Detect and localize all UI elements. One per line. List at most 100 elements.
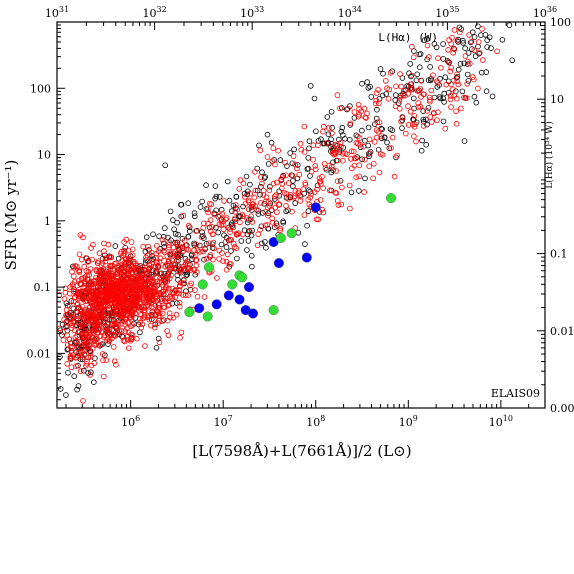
data-point (407, 81, 414, 88)
data-point (96, 342, 102, 349)
data-point (190, 266, 197, 273)
data-point (420, 108, 427, 114)
data-point (221, 232, 227, 239)
data-point (201, 256, 207, 263)
data-point (304, 222, 310, 229)
data-point (176, 303, 183, 310)
data-point (134, 262, 141, 269)
highlight-point (243, 282, 254, 293)
data-point (418, 94, 424, 100)
data-point (414, 88, 421, 94)
data-point (136, 274, 143, 281)
data-point (247, 228, 253, 235)
data-point (240, 180, 247, 187)
data-point (273, 209, 280, 216)
data-point (445, 58, 452, 65)
data-point (275, 147, 282, 154)
data-point (178, 201, 184, 208)
data-point (151, 279, 157, 285)
data-point (283, 208, 290, 215)
data-point (132, 291, 139, 297)
data-point (359, 156, 365, 163)
data-point (434, 84, 441, 90)
data-point (232, 218, 239, 225)
data-point (74, 354, 80, 361)
data-point (376, 100, 382, 107)
data-point (83, 362, 89, 369)
data-point (353, 174, 360, 181)
data-point (405, 91, 412, 97)
data-point (117, 307, 123, 314)
data-point (483, 88, 490, 94)
data-point (134, 266, 140, 272)
data-point (372, 100, 379, 107)
data-point (247, 190, 254, 197)
data-point (449, 86, 456, 93)
data-point (411, 113, 418, 119)
data-point (128, 336, 135, 343)
data-point (467, 39, 474, 46)
data-point (311, 95, 318, 102)
data-point (399, 117, 406, 124)
data-point (86, 291, 93, 298)
data-point (414, 71, 421, 78)
tick-label: 1 (44, 215, 51, 228)
data-point (284, 163, 290, 169)
data-point (70, 283, 76, 290)
y-axis-label: SFR (M⊙ yr⁻¹) (2, 160, 20, 271)
data-point (131, 276, 137, 282)
data-point (80, 323, 86, 330)
data-point (79, 290, 86, 297)
data-point (366, 150, 373, 157)
data-point (282, 159, 288, 166)
highlight-point (202, 311, 213, 322)
data-point (212, 195, 219, 202)
data-point (74, 301, 80, 308)
data-point (291, 146, 297, 153)
data-point (180, 276, 187, 283)
data-point (60, 337, 67, 343)
data-point (223, 266, 230, 273)
data-point (229, 208, 235, 214)
data-point (147, 298, 154, 305)
data-point (276, 202, 282, 208)
data-point (95, 284, 101, 290)
data-point (72, 338, 79, 345)
data-point (258, 223, 265, 230)
data-point (454, 37, 461, 44)
data-point (205, 206, 211, 213)
data-point (65, 342, 71, 348)
data-point (258, 183, 264, 190)
data-point (75, 301, 81, 307)
data-point (436, 94, 443, 100)
data-point (285, 196, 292, 202)
data-point (206, 240, 212, 247)
data-point (238, 238, 245, 244)
data-point (63, 324, 69, 330)
data-point (260, 192, 267, 198)
data-point (232, 215, 238, 222)
data-point (409, 121, 416, 128)
data-point (200, 233, 206, 239)
data-point (107, 285, 113, 291)
data-point (451, 27, 458, 33)
data-point (220, 258, 226, 265)
data-point (57, 386, 64, 392)
data-point (113, 278, 119, 284)
data-point (306, 138, 313, 145)
data-point (354, 133, 361, 140)
data-point (90, 304, 96, 310)
data-point (399, 125, 405, 131)
data-point (149, 284, 155, 290)
data-point (119, 317, 126, 323)
data-point (454, 71, 460, 78)
data-point (104, 278, 110, 285)
data-point (219, 211, 226, 217)
highlight-point (386, 193, 397, 204)
tick-label: 1032 (143, 5, 167, 20)
data-point (257, 147, 264, 154)
data-point (151, 271, 157, 278)
highlight-point (194, 303, 205, 314)
data-point (305, 165, 312, 172)
data-point (84, 276, 90, 282)
